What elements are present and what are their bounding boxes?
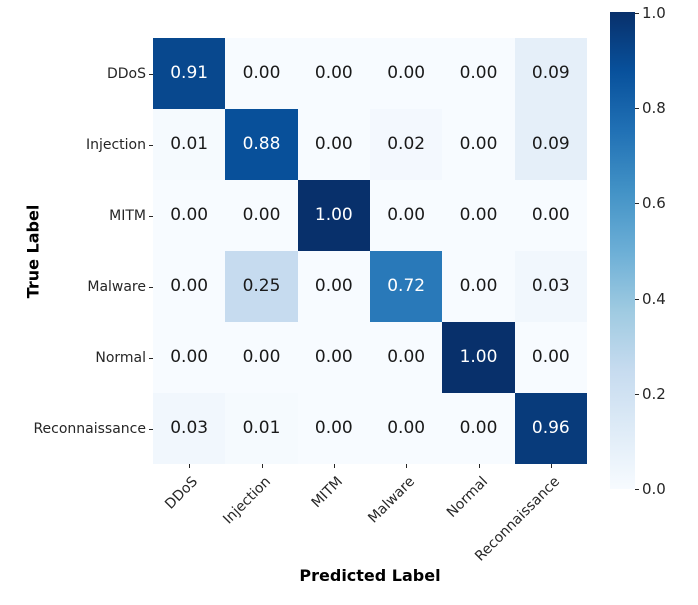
- heatmap-cell: 0.25: [225, 251, 298, 322]
- heatmap-cell: 0.00: [225, 38, 298, 109]
- heatmap-cell: 0.96: [514, 393, 587, 464]
- heatmap-cell: 0.72: [370, 251, 443, 322]
- colorbar-tick-label: 0.6: [642, 194, 666, 213]
- heatmap-cell: 0.00: [370, 322, 443, 393]
- heatmap-cell: 0.00: [153, 180, 226, 251]
- y-axis-title: True Label: [23, 204, 43, 299]
- heatmap-cell: 0.00: [225, 322, 298, 393]
- colorbar-tick: [635, 203, 639, 205]
- x-axis-tick: [550, 464, 552, 468]
- heatmap-cell: 0.00: [514, 322, 587, 393]
- heatmap-cell: 0.00: [370, 38, 443, 109]
- x-axis-tick: [478, 464, 480, 468]
- y-axis-tick: [149, 73, 153, 75]
- y-tick-label: DDoS: [106, 65, 146, 82]
- x-axis-tick: [189, 464, 191, 468]
- x-axis-tick: [333, 464, 335, 468]
- heatmap-cell: 0.88: [225, 109, 298, 180]
- y-axis-tick: [149, 428, 153, 430]
- colorbar-tick-label: 0.4: [642, 289, 666, 308]
- y-axis-tick: [149, 144, 153, 146]
- heatmap: 0.91 0.00 0.00 0.00 0.00 0.09 0.01 0.88 0.00 0.02…: [153, 38, 587, 464]
- heatmap-cell: 0.09: [514, 109, 587, 180]
- colorbar-tick: [635, 13, 639, 14]
- y-tick-label: Malware: [87, 278, 146, 295]
- y-tick-label: Reconnaissance: [33, 420, 146, 437]
- heatmap-cell: 0.00: [370, 393, 443, 464]
- heatmap-cell: 0.00: [370, 180, 443, 251]
- heatmap-cell: 0.91: [153, 38, 226, 109]
- y-axis-tick: [149, 286, 153, 288]
- colorbar-gradient: [610, 12, 635, 489]
- heatmap-cell: 0.09: [514, 38, 587, 109]
- heatmap-cell: 0.00: [442, 180, 515, 251]
- y-tick-label: MITM: [109, 207, 146, 224]
- colorbar-tick: [635, 393, 639, 395]
- heatmap-cell: 0.00: [153, 322, 226, 393]
- heatmap-cell: 0.00: [297, 38, 370, 109]
- heatmap-cell: 1.00: [442, 322, 515, 393]
- heatmap-cell: 0.02: [370, 109, 443, 180]
- colorbar-tick-label: 0.2: [642, 384, 666, 403]
- x-axis-title: Predicted Label: [299, 566, 441, 585]
- colorbar-tick: [635, 489, 639, 490]
- y-tick-label: Injection: [85, 136, 146, 153]
- heatmap-cell: 0.00: [442, 109, 515, 180]
- heatmap-cell: 0.03: [153, 393, 226, 464]
- colorbar-tick: [635, 108, 639, 110]
- heatmap-cell: 0.01: [153, 109, 226, 180]
- x-axis-tick: [261, 464, 263, 468]
- heatmap-cell: 0.00: [514, 180, 587, 251]
- colorbar-tick-label: 1.0: [642, 4, 666, 22]
- heatmap-cell: 0.00: [225, 180, 298, 251]
- x-axis-tick: [406, 464, 408, 468]
- heatmap-cell: 0.00: [442, 251, 515, 322]
- heatmap-cell: 0.00: [297, 322, 370, 393]
- heatmap-cell: 0.00: [297, 393, 370, 464]
- heatmap-cell: 0.00: [153, 251, 226, 322]
- y-axis-tick: [149, 215, 153, 217]
- heatmap-cell: 0.01: [225, 393, 298, 464]
- heatmap-cell: 0.00: [297, 251, 370, 322]
- heatmap-cell: 1.00: [297, 180, 370, 251]
- y-axis-tick: [149, 357, 153, 359]
- heatmap-cell: 0.00: [297, 109, 370, 180]
- colorbar-tick-label: 0.0: [642, 480, 666, 498]
- heatmap-cell: 0.00: [442, 38, 515, 109]
- heatmap-cell: 0.03: [514, 251, 587, 322]
- heatmap-cell: 0.00: [442, 393, 515, 464]
- colorbar-tick-label: 0.8: [642, 99, 666, 118]
- y-tick-label: Normal: [95, 349, 146, 366]
- colorbar-tick: [635, 298, 639, 300]
